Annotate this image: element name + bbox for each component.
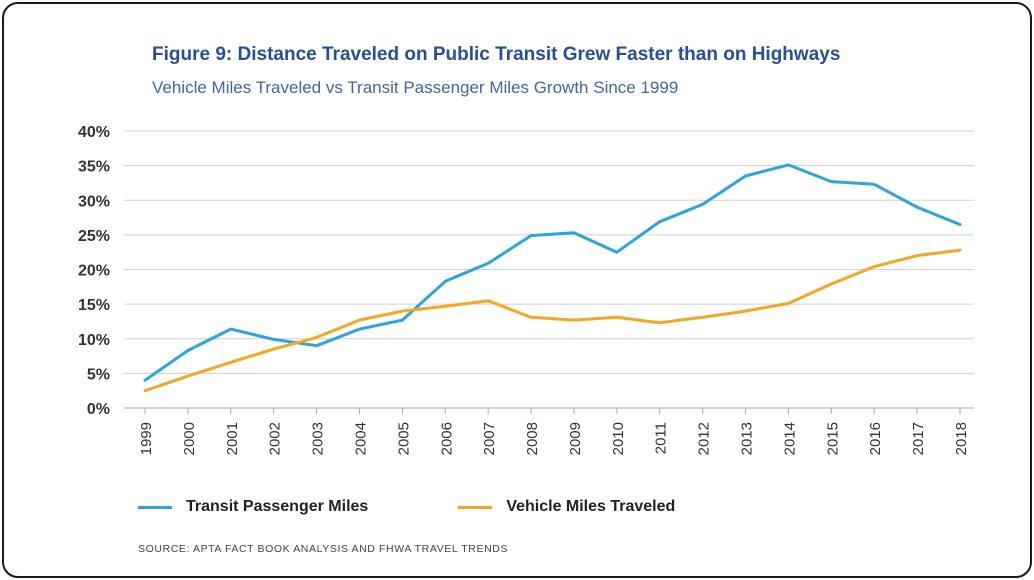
x-tick-label: 2004 (352, 422, 369, 455)
legend-item-transit: Transit Passenger Miles (138, 498, 368, 516)
x-tick-label: 2002 (267, 422, 284, 455)
chart-subtitle: Vehicle Miles Traveled vs Transit Passen… (152, 78, 679, 97)
x-tick-label: 2009 (567, 422, 584, 455)
legend-swatch-vehicle (458, 505, 493, 509)
x-tick-label: 2013 (739, 422, 756, 455)
series-line-1 (143, 248, 962, 393)
x-tick-label: 2017 (910, 422, 927, 455)
y-tick-label: 40% (78, 124, 110, 141)
y-tick-label: 35% (78, 159, 110, 176)
x-tick-label: 2006 (438, 422, 455, 455)
x-tick-label: 2015 (824, 422, 841, 455)
series-lines (143, 163, 962, 393)
x-tick-label: 2001 (224, 422, 241, 455)
x-tick-label: 2005 (395, 422, 412, 455)
chart-title: Figure 9: Distance Traveled on Public Tr… (152, 44, 841, 65)
y-tick-label: 20% (78, 263, 110, 280)
gridlines (124, 130, 974, 409)
x-tick-labels: 1999 2000 2001 2002 2003 2004 2005 2006 2007 2008… (138, 408, 970, 455)
y-tick-label: 0% (87, 401, 110, 418)
y-tick-label: 30% (78, 193, 110, 210)
x-tick-label: 2016 (867, 422, 884, 455)
x-tick-label: 2003 (310, 422, 327, 455)
y-tick-label: 15% (78, 297, 110, 314)
series-line-0 (143, 163, 962, 382)
x-tick-label: 2000 (181, 422, 198, 455)
x-tick-label: 2010 (610, 422, 627, 455)
x-tick-label: 2012 (696, 422, 713, 455)
legend-label-transit: Transit Passenger Miles (186, 498, 369, 515)
legend-label-vehicle: Vehicle Miles Traveled (506, 498, 676, 515)
x-tick-label: 1999 (138, 422, 155, 455)
legend: Transit Passenger Miles Vehicle Miles Tr… (138, 498, 675, 516)
y-tick-labels: 0% 5% 10% 15% 20% 25% 30% 35% 40% (78, 124, 110, 418)
legend-swatch-transit (138, 505, 172, 509)
source-note: SOURCE: APTA FACT BOOK ANALYSIS AND FHWA… (138, 543, 509, 555)
x-tick-label: 2008 (524, 422, 541, 455)
x-tick-label: 2007 (481, 422, 498, 455)
x-tick-label: 2011 (653, 422, 670, 454)
y-tick-label: 5% (87, 366, 110, 383)
x-tick-label: 2018 (953, 422, 970, 455)
y-tick-label: 10% (78, 332, 110, 349)
x-tick-label: 2014 (781, 422, 798, 455)
y-tick-label: 25% (78, 228, 110, 245)
legend-item-vehicle: Vehicle Miles Traveled (458, 498, 675, 516)
